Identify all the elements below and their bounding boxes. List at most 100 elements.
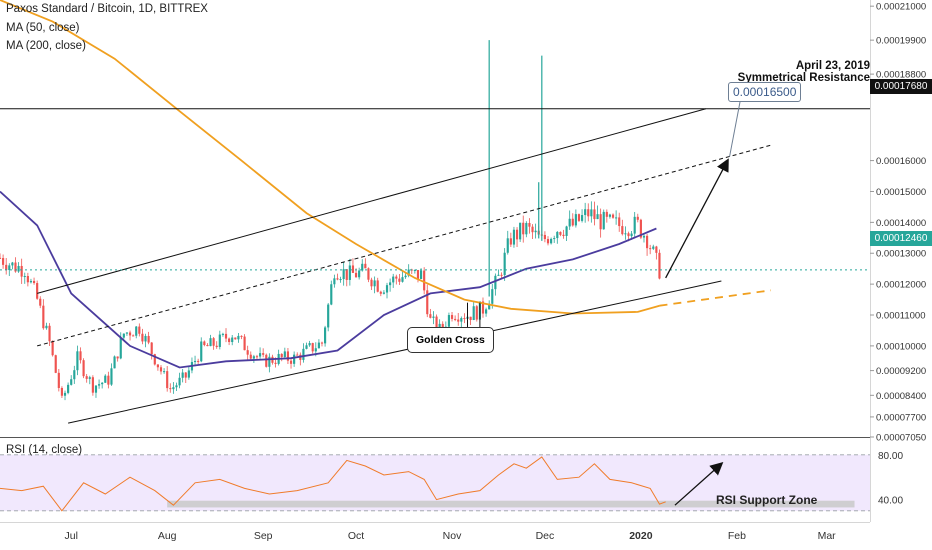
candle-body	[370, 279, 373, 287]
candle-body	[621, 226, 624, 235]
candle-body	[525, 222, 528, 235]
candle-body	[330, 284, 333, 305]
candle-body	[429, 314, 432, 318]
candle-body	[79, 351, 82, 361]
candle-body	[636, 216, 639, 220]
candle-body	[596, 214, 599, 220]
candle-body	[605, 211, 608, 217]
candle-body	[528, 222, 531, 227]
target-price-box: 0.00016500	[728, 82, 802, 102]
candle-body	[314, 348, 317, 352]
candle-body	[574, 214, 577, 226]
resistance-price-tag: 0.00017680	[870, 79, 932, 94]
candle-body	[317, 342, 320, 349]
candle-body	[348, 265, 351, 280]
resistance-title-annotation: Symmetrical Resistance	[737, 72, 870, 84]
candle-body	[29, 280, 33, 283]
candle-body	[231, 337, 234, 343]
candle-body	[2, 258, 5, 265]
time-tick-label: Dec	[536, 530, 555, 542]
candle-body	[469, 316, 472, 321]
candle-body	[379, 291, 382, 294]
candle-body	[17, 265, 20, 272]
candle-body	[577, 214, 581, 221]
price-tick-label: 0.00007700	[876, 412, 926, 423]
candle-body	[354, 272, 358, 278]
candle-body	[88, 377, 91, 379]
candle-body	[333, 278, 336, 285]
candle-body	[447, 315, 451, 327]
candle-body	[571, 218, 574, 226]
time-tick-label: Nov	[443, 530, 462, 542]
candle-body	[122, 333, 125, 338]
candle-body	[274, 362, 277, 364]
candle-body	[163, 371, 166, 373]
candle-body	[36, 283, 39, 299]
candle-body	[60, 387, 64, 396]
time-tick-label: Jul	[64, 530, 77, 542]
candle-body	[324, 327, 327, 344]
candle-body	[475, 306, 478, 320]
candle-body	[488, 303, 491, 310]
candle-body	[568, 218, 571, 227]
candle-body	[512, 229, 516, 245]
candle-body	[580, 215, 584, 221]
candle-body	[457, 319, 460, 322]
candle-body	[209, 338, 212, 347]
candle-body	[587, 209, 590, 217]
ma50-line	[0, 190, 657, 369]
candle-body	[435, 316, 438, 332]
candle-body	[652, 246, 655, 249]
candle-body	[460, 318, 463, 322]
candle-body	[104, 375, 107, 383]
ma50-label: MA (50, close)	[6, 22, 80, 34]
candle-body	[327, 304, 330, 328]
price-tick-label: 0.00014000	[876, 218, 926, 229]
candle-body	[413, 269, 416, 271]
candle-body	[515, 229, 519, 240]
candle-body	[546, 239, 550, 244]
candle-body	[218, 334, 221, 347]
candle-body	[550, 238, 553, 244]
price-tick-label: 0.00009200	[876, 366, 926, 377]
candle-body	[265, 354, 268, 367]
rsi-line	[0, 456, 666, 512]
candle-body	[289, 360, 293, 364]
candle-body	[224, 333, 228, 339]
candle-body	[67, 384, 70, 393]
candle-body	[156, 364, 159, 368]
candle-body	[389, 282, 392, 286]
candle-body	[252, 356, 255, 359]
candle-body	[345, 269, 348, 280]
candle-body	[110, 368, 113, 385]
candle-body	[361, 263, 364, 271]
price-tick-label: 0.00007050	[876, 433, 926, 444]
candle-body	[611, 214, 615, 218]
candle-body	[159, 367, 163, 372]
candle-body	[153, 354, 156, 365]
candle-body	[135, 326, 138, 336]
candle-body	[426, 290, 429, 315]
rsi-label: RSI (14, close)	[6, 444, 83, 456]
candle-body	[243, 336, 246, 351]
candle-body	[658, 252, 661, 279]
candle-body	[593, 209, 596, 220]
candle-body	[8, 265, 11, 271]
candle-body	[91, 377, 94, 393]
last-price-tag: 0.00012460	[870, 231, 932, 246]
candle-body	[376, 280, 379, 292]
candle-body	[416, 269, 420, 279]
candle-body	[296, 354, 299, 356]
candle-body	[401, 277, 404, 282]
candle-body	[246, 350, 249, 355]
candle-body	[262, 353, 265, 355]
candle-body	[497, 274, 500, 276]
time-tick-label: Aug	[158, 530, 177, 542]
candle-body	[642, 235, 646, 238]
candle-body	[627, 233, 630, 237]
candle-body	[599, 214, 602, 230]
candle-body	[85, 376, 88, 379]
candle-body	[556, 231, 559, 239]
candle-body	[534, 230, 537, 233]
candle-body	[70, 379, 73, 385]
